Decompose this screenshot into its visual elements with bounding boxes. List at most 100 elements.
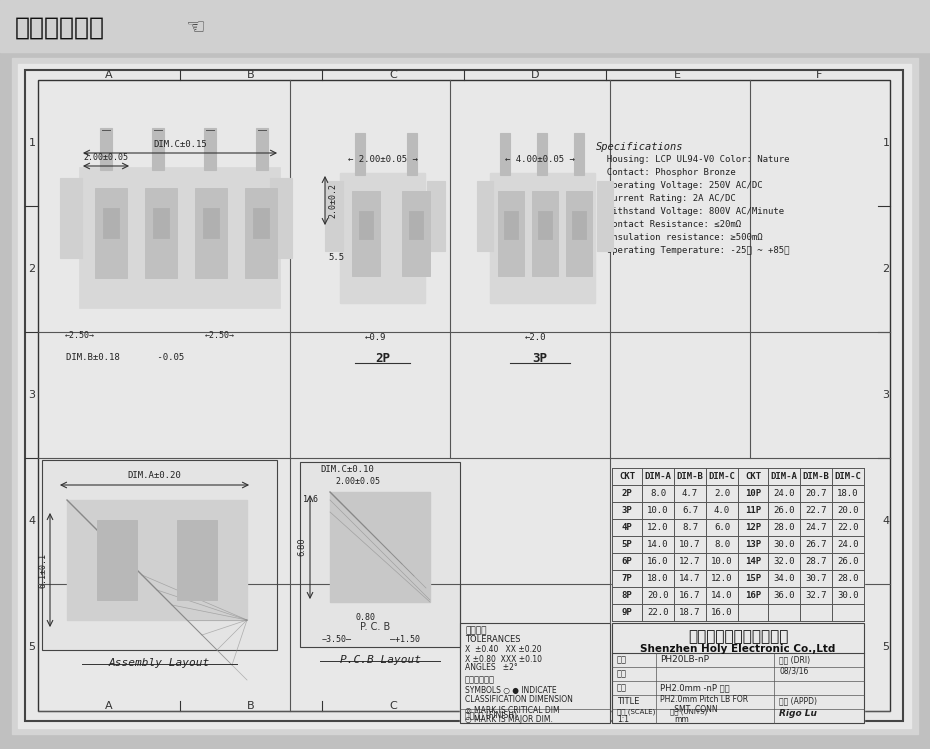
Text: 10.0: 10.0: [711, 557, 733, 566]
Text: 6.1±0.1: 6.1±0.1: [38, 553, 47, 587]
Bar: [95, 188, 127, 278]
Text: DIM-B: DIM-B: [803, 472, 830, 481]
Text: 一般公差: 一般公差: [465, 626, 486, 635]
Text: PH2.0mm -nP 立贴: PH2.0mm -nP 立贴: [660, 684, 730, 693]
Bar: [460, 623, 610, 723]
Bar: [407, 133, 417, 175]
Text: CKT: CKT: [619, 472, 635, 481]
Bar: [340, 173, 425, 303]
Bar: [177, 520, 217, 600]
Text: 28.0: 28.0: [773, 523, 795, 532]
Text: 深圳市宏利电子有限公司: 深圳市宏利电子有限公司: [688, 629, 789, 644]
Bar: [103, 208, 119, 238]
Bar: [195, 188, 227, 278]
Text: 16P: 16P: [745, 591, 761, 600]
Text: DIM-A: DIM-A: [644, 472, 671, 481]
Text: 8.0: 8.0: [650, 489, 666, 498]
Text: A: A: [105, 70, 113, 80]
Text: 比例 (SCALE): 比例 (SCALE): [617, 709, 656, 715]
Text: 26.0: 26.0: [773, 506, 795, 515]
Bar: [359, 211, 373, 239]
Bar: [572, 211, 586, 239]
Bar: [465, 88, 615, 368]
Text: 检验尺寸标示: 检验尺寸标示: [465, 676, 495, 685]
Text: 6.7: 6.7: [682, 506, 698, 515]
Bar: [490, 173, 595, 303]
Text: 6.0: 6.0: [714, 523, 730, 532]
Bar: [352, 191, 380, 276]
Bar: [45, 88, 315, 368]
Text: E: E: [673, 70, 681, 80]
Text: Contact: Phosphor Bronze: Contact: Phosphor Bronze: [596, 168, 736, 177]
Bar: [574, 133, 584, 175]
Text: F: F: [816, 701, 822, 711]
Text: Assembly Layout: Assembly Layout: [109, 658, 210, 668]
Text: 14.0: 14.0: [647, 540, 669, 549]
Text: 图号: 图号: [617, 670, 627, 679]
Text: 14P: 14P: [745, 557, 761, 566]
Bar: [300, 462, 460, 647]
Text: CKT: CKT: [745, 472, 761, 481]
Text: 20.0: 20.0: [647, 591, 669, 600]
Text: 34.0: 34.0: [773, 574, 795, 583]
Text: 12.7: 12.7: [679, 557, 700, 566]
Text: 表面处理 (FINISH): 表面处理 (FINISH): [465, 711, 517, 720]
Text: 3: 3: [883, 390, 889, 400]
Text: 08/3/16: 08/3/16: [779, 667, 808, 676]
Bar: [60, 178, 82, 258]
Text: ←2.50→: ←2.50→: [65, 332, 95, 341]
Text: 品名: 品名: [617, 684, 627, 693]
Text: 9P: 9P: [621, 608, 632, 617]
Text: 5.5: 5.5: [328, 253, 344, 262]
Text: 1:1: 1:1: [617, 715, 629, 724]
Bar: [300, 462, 460, 647]
Text: 26.0: 26.0: [837, 557, 858, 566]
Text: D: D: [531, 70, 539, 80]
Text: 2.0±0.2: 2.0±0.2: [328, 183, 337, 217]
Bar: [18, 64, 911, 728]
Text: 2.00±0.05: 2.00±0.05: [84, 153, 128, 162]
Text: 30.0: 30.0: [773, 540, 795, 549]
Text: 4: 4: [883, 516, 890, 526]
Text: 3P: 3P: [621, 506, 632, 515]
Text: DIM.B±0.18       -0.05: DIM.B±0.18 -0.05: [66, 354, 184, 363]
Text: CLASSIFICATION DIMENSION: CLASSIFICATION DIMENSION: [465, 694, 573, 703]
Text: Insulation resistance: ≥500mΩ: Insulation resistance: ≥500mΩ: [596, 233, 763, 242]
Bar: [566, 191, 592, 276]
Text: 18.7: 18.7: [679, 608, 700, 617]
Text: 0.80: 0.80: [355, 613, 375, 622]
Text: 20.7: 20.7: [805, 489, 827, 498]
Text: SYMBOLS ○ ● INDICATE: SYMBOLS ○ ● INDICATE: [465, 685, 557, 694]
Text: 30.7: 30.7: [805, 574, 827, 583]
Text: 12.0: 12.0: [711, 574, 733, 583]
Bar: [597, 181, 613, 251]
Text: 2: 2: [883, 264, 890, 274]
Text: 16.0: 16.0: [711, 608, 733, 617]
Text: 22.0: 22.0: [647, 608, 669, 617]
Text: 单位 (UNITS): 单位 (UNITS): [670, 709, 707, 715]
Text: —+1.50: —+1.50: [390, 634, 420, 643]
Bar: [42, 460, 277, 650]
Text: 10P: 10P: [745, 489, 761, 498]
Text: DIM.C±0.15: DIM.C±0.15: [153, 140, 206, 149]
Text: DIM.C±0.10: DIM.C±0.10: [320, 465, 374, 475]
Text: DIM-A: DIM-A: [771, 472, 797, 481]
Text: DIM-C: DIM-C: [834, 472, 861, 481]
Text: 4P: 4P: [621, 523, 632, 532]
Text: 6P: 6P: [621, 557, 632, 566]
Text: X  ±0.40   XX ±0.20: X ±0.40 XX ±0.20: [465, 646, 541, 655]
Text: Shenzhen Holy Electronic Co.,Ltd: Shenzhen Holy Electronic Co.,Ltd: [641, 644, 836, 654]
Text: 批准 (APPD): 批准 (APPD): [779, 697, 817, 706]
Text: −3.50—: −3.50—: [322, 634, 352, 643]
Bar: [612, 623, 864, 723]
Bar: [538, 211, 552, 239]
Text: 2P: 2P: [375, 351, 390, 365]
Bar: [532, 191, 558, 276]
Text: 28.7: 28.7: [805, 557, 827, 566]
Bar: [145, 188, 177, 278]
Text: 7P: 7P: [621, 574, 632, 583]
Text: 28.0: 28.0: [837, 574, 858, 583]
Text: 1: 1: [883, 138, 889, 148]
Text: ← 2.00±0.05 →: ← 2.00±0.05 →: [348, 156, 418, 165]
Text: 制图 (DRI): 制图 (DRI): [779, 655, 810, 664]
